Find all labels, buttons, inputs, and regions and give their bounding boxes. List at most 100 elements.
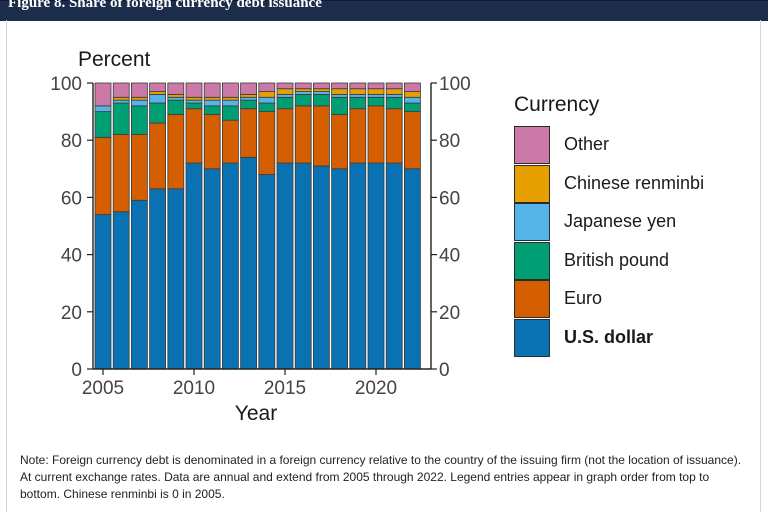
bar-segment-british-pound-2018: [331, 96, 349, 115]
legend-swatch-japanese-yen: [514, 203, 550, 241]
legend-label-euro: Euro: [564, 288, 603, 308]
bar-segment-u-s-dollar-2005: [94, 214, 112, 370]
bar-segment-u-s-dollar-2015: [276, 162, 294, 370]
bar-segment-u-s-dollar-2011: [203, 168, 221, 370]
bar-segment-euro-2022: [403, 111, 421, 170]
bar-segment-other-2006: [112, 82, 130, 98]
bar-segment-british-pound-2015: [276, 96, 294, 110]
bar-segment-japanese-yen-2022: [403, 96, 421, 104]
right-border: [760, 20, 761, 512]
y-tick-label-right-100: 100: [439, 74, 471, 95]
y-tick-label-left-100: 100: [50, 74, 82, 95]
bar-segment-u-s-dollar-2006: [112, 211, 130, 370]
legend-swatch-british-pound: [514, 241, 550, 280]
bar-segment-euro-2014: [258, 111, 276, 175]
legend-item-british-pound: British pound: [514, 241, 754, 280]
bar-segment-chinese-renminbi-2017: [312, 88, 330, 92]
bar-segment-u-s-dollar-2020: [367, 162, 385, 370]
bar-segment-euro-2005: [94, 136, 112, 215]
bar-segment-euro-2021: [385, 108, 403, 164]
bar-segment-japanese-yen-2012: [221, 99, 239, 107]
bar-segment-japanese-yen-2021: [385, 94, 403, 98]
legend-label-japanese-yen: Japanese yen: [564, 211, 677, 231]
bar-segment-euro-2006: [112, 134, 130, 213]
legend-item-euro: Euro: [514, 280, 754, 318]
bar-segment-chinese-renminbi-2008: [149, 91, 167, 95]
bar-segment-other-2015: [276, 82, 294, 90]
bar-segment-chinese-renminbi-2009: [167, 94, 185, 98]
bar-segment-chinese-renminbi-2018: [331, 88, 349, 95]
bar-segment-japanese-yen-2008: [149, 94, 167, 104]
bar-segment-u-s-dollar-2021: [385, 162, 403, 370]
bar-segment-euro-2015: [276, 108, 294, 164]
y-tick-label-right-80: 80: [439, 131, 460, 152]
bar-segment-british-pound-2021: [385, 96, 403, 110]
bar-segment-other-2017: [312, 82, 330, 90]
bar-segment-british-pound-2010: [185, 102, 203, 110]
bar-segment-other-2021: [385, 82, 403, 90]
bar-segment-u-s-dollar-2017: [312, 165, 330, 370]
bar-segment-u-s-dollar-2012: [221, 162, 239, 370]
bar-segment-chinese-renminbi-2020: [367, 88, 385, 95]
bar-segment-british-pound-2013: [240, 99, 258, 110]
bar-segment-chinese-renminbi-2010: [185, 96, 203, 101]
x-tick-label-2020: 2020: [355, 378, 397, 399]
figure-title-bar: Figure 8. Share of foreign currency debt…: [0, 0, 768, 21]
bar-segment-other-2010: [185, 82, 203, 98]
x-tick-label-2005: 2005: [82, 378, 124, 399]
bar-segment-japanese-yen-2010: [185, 99, 203, 104]
bar-segment-british-pound-2005: [94, 111, 112, 138]
legend-swatch-chinese-renminbi: [514, 164, 550, 203]
bar-segment-other-2007: [130, 82, 148, 98]
bar-segment-chinese-renminbi-2013: [240, 94, 258, 98]
bar-segment-other-2009: [167, 82, 185, 95]
left-border: [6, 20, 7, 512]
bar-segment-japanese-yen-2009: [167, 96, 185, 101]
bar-segment-japanese-yen-2014: [258, 96, 276, 104]
y-tick-label-left-20: 20: [61, 303, 82, 324]
legend-item-other: Other: [514, 126, 754, 164]
legend-title: Currency: [514, 93, 600, 116]
bar-segment-japanese-yen-2005: [94, 105, 112, 112]
bar-segment-british-pound-2016: [294, 94, 312, 107]
bar-segment-british-pound-2009: [167, 99, 185, 115]
bar-segment-euro-2018: [331, 114, 349, 170]
bar-segment-u-s-dollar-2022: [403, 168, 421, 370]
bar-segment-euro-2010: [185, 108, 203, 164]
bar-segment-japanese-yen-2019: [349, 94, 367, 98]
bar-segment-other-2008: [149, 82, 167, 92]
y-tick-label-left-0: 0: [71, 360, 82, 381]
bars-group: [94, 82, 421, 370]
bar-segment-other-2005: [94, 82, 112, 107]
bar-segment-japanese-yen-2006: [112, 99, 130, 104]
bar-segment-euro-2016: [294, 105, 312, 164]
bar-segment-u-s-dollar-2010: [185, 162, 203, 370]
y-tick-label-left-40: 40: [61, 246, 82, 267]
bar-segment-british-pound-2019: [349, 96, 367, 110]
bar-segment-chinese-renminbi-2022: [403, 91, 421, 98]
legend-item-japanese-yen: Japanese yen: [514, 203, 754, 241]
figure-note: Note: Foreign currency debt is denominat…: [20, 453, 742, 501]
bar-segment-japanese-yen-2017: [312, 91, 330, 95]
bar-segment-chinese-renminbi-2011: [203, 96, 221, 101]
bar-segment-euro-2009: [167, 114, 185, 190]
bar-segment-british-pound-2017: [312, 94, 330, 107]
y-axis-label: Percent: [78, 48, 151, 71]
legend-label-chinese-renminbi: Chinese renminbi: [564, 172, 705, 193]
y-tick-label-right-40: 40: [439, 246, 460, 267]
bar-segment-british-pound-2011: [203, 105, 221, 115]
y-tick-label-right-20: 20: [439, 303, 460, 324]
bar-segment-euro-2019: [349, 108, 367, 164]
bar-segment-british-pound-2007: [130, 105, 148, 135]
bar-segment-japanese-yen-2015: [276, 94, 294, 98]
bar-segment-chinese-renminbi-2015: [276, 88, 294, 95]
bar-segment-euro-2012: [221, 119, 239, 164]
bar-segment-other-2022: [403, 82, 421, 92]
bar-segment-british-pound-2012: [221, 105, 239, 121]
legend-label-other: Other: [564, 134, 610, 154]
bar-segment-british-pound-2020: [367, 96, 385, 107]
bar-segment-japanese-yen-2016: [294, 91, 312, 95]
legend-swatch-u-s-dollar: [514, 318, 550, 357]
